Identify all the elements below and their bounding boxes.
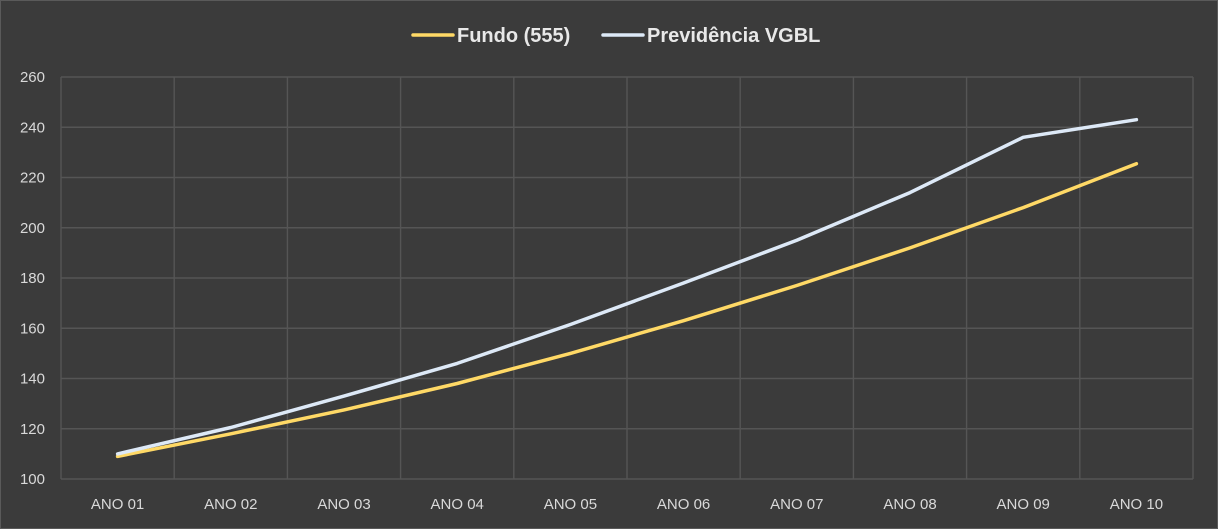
x-tick-label: ANO 06 (657, 496, 710, 513)
x-tick-label: ANO 04 (431, 496, 484, 513)
y-tick-label: 180 (20, 270, 45, 287)
x-tick-label: ANO 05 (544, 496, 597, 513)
grid (60, 76, 1194, 480)
y-tick-label: 260 (20, 69, 45, 86)
legend-label: Fundo (555) (457, 25, 570, 47)
y-tick-label: 100 (20, 471, 45, 488)
y-tick-label: 220 (20, 170, 45, 187)
y-tick-label: 200 (20, 220, 45, 237)
y-tick-label: 240 (20, 119, 45, 136)
legend: Fundo (555) Previdência VGBL (411, 25, 820, 47)
x-tick-label: ANO 09 (997, 496, 1050, 513)
x-tick-label: ANO 01 (91, 496, 144, 513)
legend-label: Previdência VGBL (647, 25, 820, 47)
y-tick-label: 140 (20, 371, 45, 388)
x-tick-label: ANO 03 (317, 496, 370, 513)
x-tick-label: ANO 02 (204, 496, 257, 513)
y-tick-label: 160 (20, 320, 45, 337)
y-axis-ticks: 100 120 140 160 180 200 220 240 260 (20, 69, 45, 488)
series (115, 117, 1139, 459)
x-tick-label: ANO 07 (770, 496, 823, 513)
y-tick-label: 120 (20, 421, 45, 438)
x-tick-label: ANO 10 (1110, 496, 1163, 513)
series-line-2 (115, 117, 1139, 456)
series-line-1 (115, 161, 1139, 459)
x-tick-label: ANO 08 (883, 496, 936, 513)
x-axis-ticks: ANO 01 ANO 02 ANO 03 ANO 04 ANO 05 ANO 06 ANO … (91, 496, 1163, 513)
